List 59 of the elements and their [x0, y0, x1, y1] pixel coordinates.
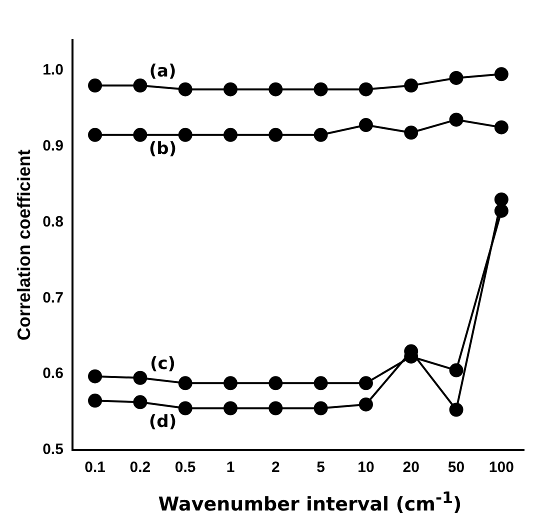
point	[314, 82, 328, 96]
point	[223, 401, 238, 416]
point	[88, 394, 102, 408]
point	[314, 128, 328, 142]
point	[449, 70, 464, 85]
point	[449, 363, 464, 378]
point	[268, 376, 283, 390]
point	[358, 82, 373, 96]
point	[133, 128, 148, 142]
y-tick-label: 0.5	[42, 441, 64, 458]
x-tick-label: 20	[402, 459, 420, 476]
series-label: (a)	[149, 61, 176, 82]
point	[404, 78, 418, 93]
point	[358, 397, 373, 412]
y-tick-label: 1.0	[42, 62, 64, 79]
point	[178, 376, 192, 390]
point	[449, 112, 464, 127]
point	[314, 401, 328, 416]
y-tick-label: 0.6	[42, 365, 64, 382]
point	[223, 376, 238, 390]
y-tick-label: 0.8	[42, 213, 64, 230]
x-tick-label: 0.5	[174, 459, 196, 476]
point	[133, 395, 148, 410]
x-tick-label: 5	[316, 459, 325, 476]
point	[88, 369, 102, 384]
point	[494, 120, 508, 134]
series-label: (d)	[148, 412, 177, 432]
point	[494, 192, 508, 206]
x-tick-label: 100	[488, 459, 514, 476]
point	[223, 82, 238, 96]
point	[133, 370, 148, 385]
point	[268, 82, 283, 96]
y-axis-title: Correlation coefficient	[14, 149, 34, 341]
x-tick-label: 50	[448, 459, 465, 476]
x-tick-label: 10	[358, 459, 374, 476]
x-tick-label: 2	[271, 459, 280, 476]
point	[268, 401, 283, 416]
point	[404, 126, 418, 140]
point	[133, 78, 148, 93]
y-tick-label: 0.7	[42, 289, 64, 306]
series-label: (c)	[150, 354, 176, 374]
point	[88, 128, 102, 142]
point	[88, 78, 102, 93]
x-tick-label: 0.1	[84, 459, 106, 476]
point	[268, 128, 283, 142]
y-tick-label: 0.9	[42, 137, 64, 154]
point	[358, 376, 373, 390]
point	[314, 376, 328, 390]
point	[494, 67, 508, 82]
point	[358, 118, 373, 132]
series-label: (b)	[148, 138, 177, 159]
x-axis-title: Wavenumber interval (cm$^{-1}$)	[157, 488, 463, 516]
point	[178, 82, 192, 96]
point	[178, 401, 192, 416]
point	[178, 128, 192, 142]
point	[449, 402, 464, 417]
x-tick-label: 0.2	[130, 459, 151, 476]
point	[223, 128, 238, 142]
x-tick-label: 1	[226, 459, 235, 476]
